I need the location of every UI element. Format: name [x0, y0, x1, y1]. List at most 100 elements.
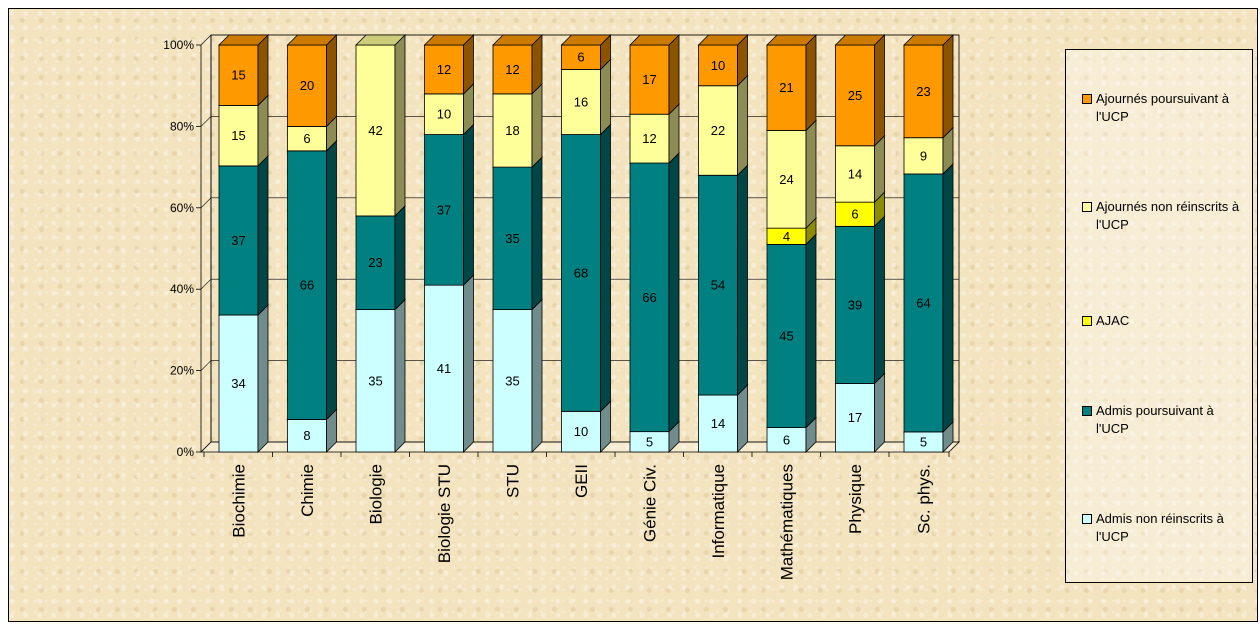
bar-segment-side: [257, 94, 269, 167]
bar-segment-top: [834, 34, 886, 46]
data-label: 14: [711, 416, 725, 431]
legend-label: Ajournés non réinscrits à l'UCP: [1096, 199, 1240, 232]
legend-item: AJAC: [1082, 312, 1250, 330]
gridline-side: [200, 116, 212, 127]
data-label: 8: [303, 428, 310, 443]
data-label: 9: [920, 148, 927, 163]
legend-label: Ajournés poursuivant à l'UCP: [1096, 91, 1229, 124]
bar-segment: [903, 173, 944, 433]
bar-segment-top: [355, 34, 406, 46]
bar-segment-side: [394, 298, 406, 453]
category-label: Mathématiques: [778, 464, 797, 580]
data-label: 6: [783, 432, 790, 447]
y-tick-label: 40%: [170, 282, 194, 296]
chart-legend: Ajournés poursuivant à l'UCP Ajournés non…: [1065, 49, 1253, 583]
data-label: 21: [779, 80, 793, 95]
bar-segment: [903, 44, 944, 139]
bar-segment-top: [766, 34, 817, 46]
bar-segment-side: [394, 204, 406, 311]
data-label: 37: [231, 233, 245, 248]
data-label: 68: [574, 265, 588, 280]
bar-segment-top: [423, 34, 475, 46]
bar-segment: [698, 394, 738, 453]
category-label: STU: [504, 464, 523, 498]
category-label: Génie Civ.: [641, 464, 660, 542]
bar-segment: [492, 93, 533, 168]
bar-stack-geii: 10 68 16 6: [560, 34, 612, 453]
bar-segment-side: [942, 34, 954, 139]
legend-label: Admis poursuivant à l'UCP: [1096, 403, 1214, 436]
category-label: Biologie STU: [435, 464, 454, 563]
bar-segment-top: [629, 34, 680, 46]
bar-segment-side: [805, 119, 817, 230]
bar-segment-side: [874, 215, 885, 385]
bar-segment-side: [463, 123, 474, 287]
category-label: Chimie: [298, 464, 317, 517]
chart-frame: 0% 20% 40% 60% 80% 100% 34 37 15 15 Biochimie 8 66 6 2…: [8, 8, 1258, 622]
bar-segment-side: [463, 274, 474, 453]
data-label: 54: [711, 278, 725, 293]
bar-stack-math-matiques: 6 45 4 24 21: [766, 34, 817, 453]
data-label: 35: [368, 373, 382, 388]
bar-segment: [355, 44, 396, 217]
bar-segment-side: [737, 384, 748, 453]
data-label: 39: [848, 297, 862, 312]
data-label: 12: [437, 62, 451, 77]
bar-segment: [287, 126, 327, 152]
data-label: 64: [916, 295, 930, 310]
bar-segment: [629, 44, 670, 115]
bar-segment-side: [668, 34, 680, 116]
legend-item: Ajournés poursuivant à l'UCP: [1082, 90, 1250, 126]
bar-segment: [218, 165, 259, 316]
y-tick-label: 60%: [170, 201, 194, 215]
legend-swatch: [1082, 94, 1092, 104]
data-label: 23: [916, 84, 930, 99]
data-label: 22: [711, 123, 725, 138]
stacked-bar-chart: 0%20%40%60%80%100%34371515Biochimie86662…: [163, 34, 960, 580]
gridline-side: [200, 197, 212, 209]
bar-segment: [424, 93, 464, 135]
bar-segment: [424, 284, 464, 453]
data-label: 25: [848, 88, 862, 103]
bar-segment-side: [600, 123, 611, 413]
data-label: 12: [642, 131, 656, 146]
data-label: 5: [646, 434, 653, 449]
data-label: 35: [505, 231, 519, 246]
legend-swatch: [1082, 514, 1092, 524]
bar-segment: [218, 105, 259, 167]
data-label: 10: [574, 424, 588, 439]
bar-segment-side: [874, 134, 885, 204]
bar-segment: [355, 309, 396, 453]
category-label: GEII: [572, 464, 591, 498]
bar-segment-side: [668, 152, 680, 433]
y-tick-label: 20%: [170, 364, 194, 378]
bar-segment: [561, 69, 601, 135]
bar-segment-side: [394, 34, 406, 217]
bar-segment: [698, 44, 738, 87]
data-label: 5: [920, 434, 927, 449]
legend-item: Admis poursuivant à l'UCP: [1082, 402, 1250, 438]
data-label: 34: [231, 376, 245, 391]
bar-stack-informatique: 14 54 22 10: [697, 34, 749, 453]
bar-segment-side: [326, 139, 337, 421]
bar-segment-side: [737, 74, 748, 177]
bar-stack-g-nie-civ-: 5 66 12 17: [629, 34, 680, 453]
bar-segment-side: [874, 34, 885, 147]
data-label: 42: [368, 123, 382, 138]
data-label: 23: [368, 255, 382, 270]
y-tick-label: 80%: [170, 119, 194, 133]
bar-segment: [835, 44, 875, 147]
bar-segment-side: [874, 372, 885, 453]
category-label: Physique: [846, 464, 865, 534]
bar-segment: [561, 410, 601, 453]
legend-swatch: [1082, 316, 1092, 326]
bar-segment-side: [737, 164, 748, 396]
data-label: 6: [303, 131, 310, 146]
bar-segment: [766, 427, 807, 453]
data-label: 45: [779, 329, 793, 344]
bar-segment-side: [600, 58, 611, 136]
bar-segment-side: [531, 156, 543, 311]
data-label: 20: [300, 78, 314, 93]
legend-item: Ajournés non réinscrits à l'UCP: [1082, 198, 1250, 234]
gridline-side: [200, 360, 212, 371]
